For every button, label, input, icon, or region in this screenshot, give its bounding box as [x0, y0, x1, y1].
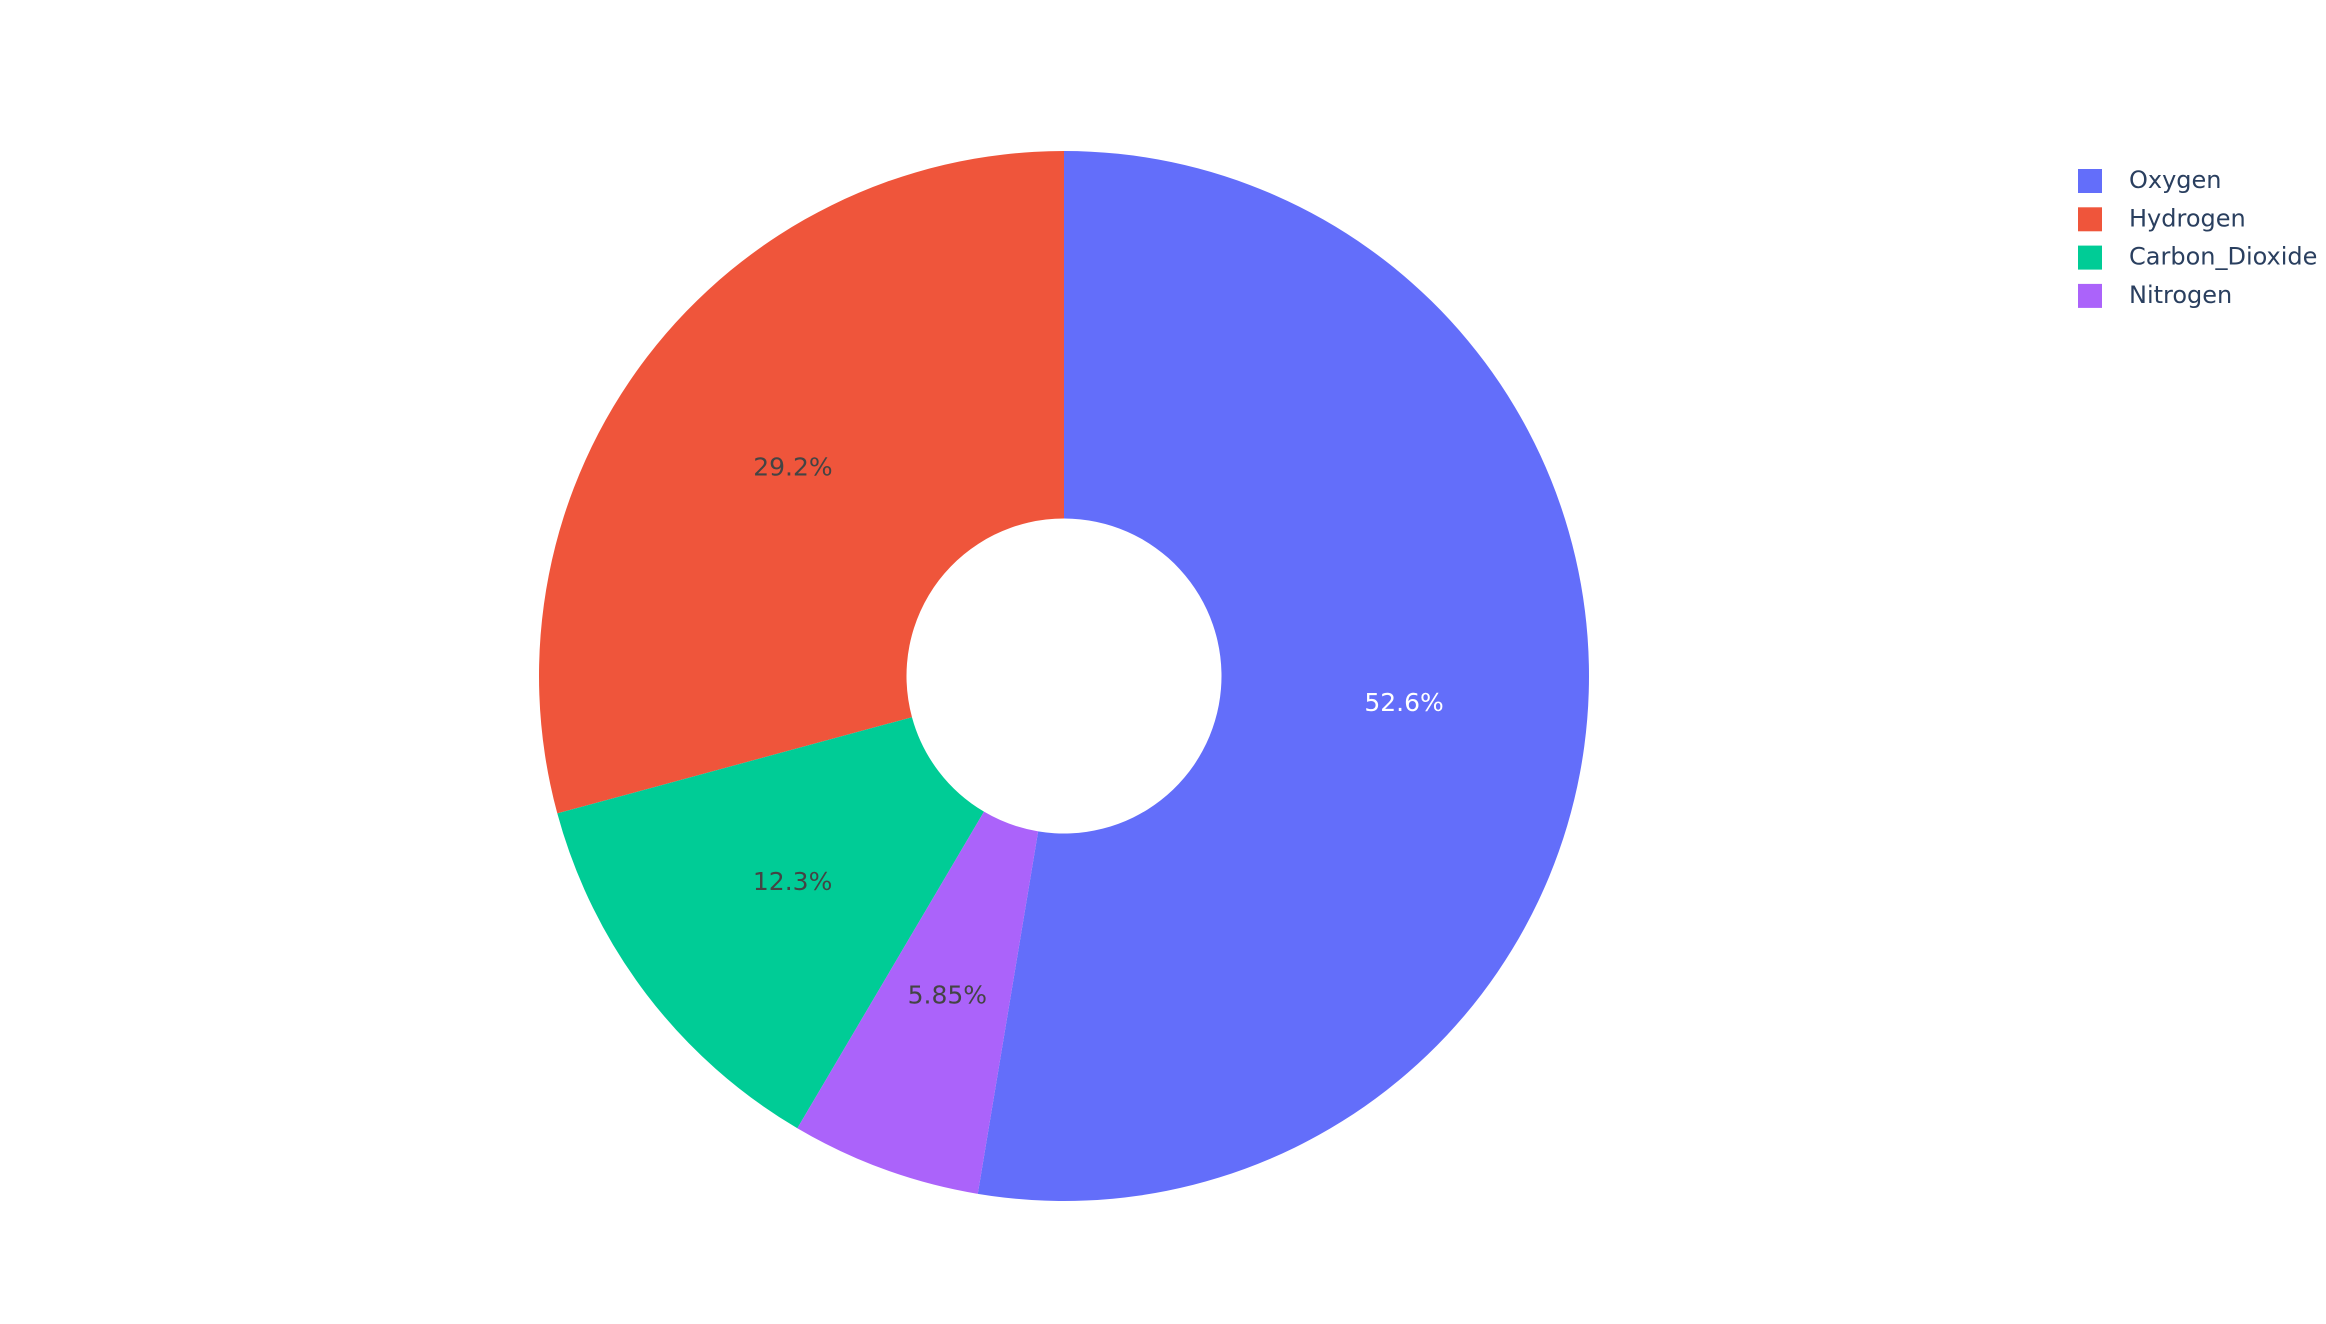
- legend-swatch: [2078, 245, 2102, 270]
- legend-label: Carbon_Dioxide: [2129, 243, 2317, 271]
- pie-slice: [538, 151, 1064, 814]
- legend-label: Hydrogen: [2129, 204, 2246, 232]
- legend-label: Oxygen: [2129, 166, 2222, 194]
- pie-slice: [797, 811, 1039, 1194]
- pie-slice: [557, 717, 985, 1129]
- legend-label: Nitrogen: [2129, 281, 2232, 309]
- slice-label: 5.85%: [908, 981, 987, 1010]
- legend-swatch: [2078, 207, 2102, 232]
- slice-label: 29.2%: [753, 453, 832, 482]
- slice-label: 12.3%: [753, 867, 832, 896]
- legend-swatch: [2078, 283, 2102, 308]
- legend-swatch: [2078, 169, 2102, 193]
- pie-slice: [977, 151, 1590, 1201]
- slice-label: 52.6%: [1364, 688, 1443, 717]
